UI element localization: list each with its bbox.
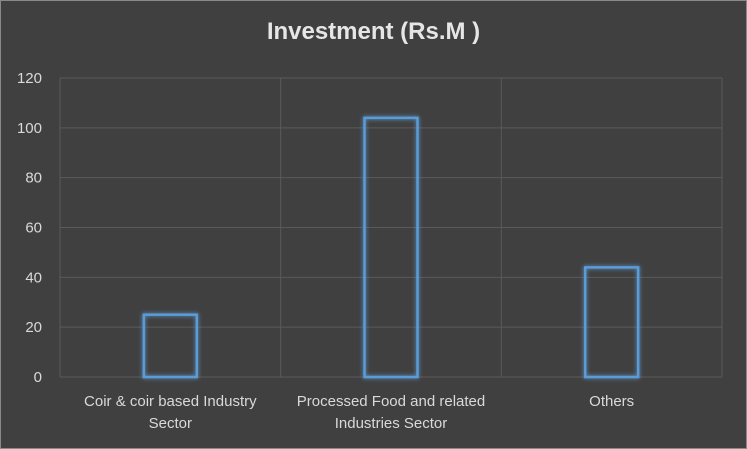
y-tick-label: 120 xyxy=(17,70,42,87)
x-category-label: Industries Sector xyxy=(335,415,448,432)
x-category-label: Processed Food and related xyxy=(297,393,485,410)
x-category-label: Sector xyxy=(149,415,192,432)
y-axis: 0 20 40 60 80 100 120 xyxy=(17,70,42,386)
bar xyxy=(142,313,199,379)
y-tick-label: 40 xyxy=(25,269,42,286)
x-category-label: Others xyxy=(589,393,634,410)
bar xyxy=(583,266,640,379)
y-tick-label: 80 xyxy=(25,170,42,187)
x-category-label: Coir & coir based Industry xyxy=(84,393,257,410)
y-tick-label: 60 xyxy=(25,220,42,237)
y-tick-label: 20 xyxy=(25,319,42,336)
chart-title: Investment (Rs.M ) xyxy=(266,18,481,45)
y-tick-label: 0 xyxy=(34,369,42,386)
y-tick-label: 100 xyxy=(17,120,42,137)
bar xyxy=(363,116,419,379)
gridlines xyxy=(59,77,723,378)
bars xyxy=(142,116,640,379)
x-axis: Coir & coir based Industry Sector Processe… xyxy=(84,393,634,432)
